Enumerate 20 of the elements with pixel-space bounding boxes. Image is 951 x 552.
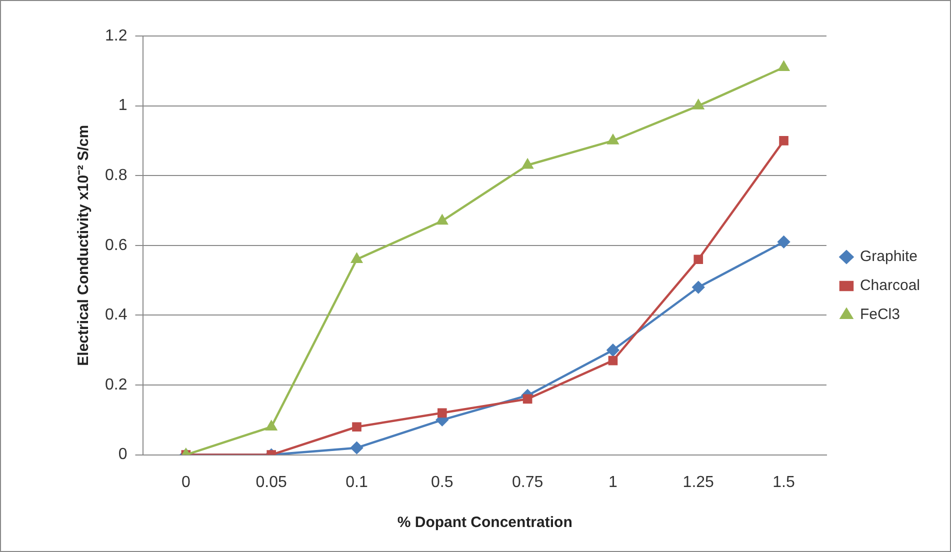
x-tick-label: 0 [181, 474, 190, 491]
x-tick-label: 1.5 [772, 474, 795, 491]
x-tick-label: 0.75 [512, 474, 544, 491]
y-tick-label: 1 [118, 97, 128, 114]
x-axis-title: % Dopant Concentration [397, 514, 572, 532]
y-tick-label: 1.2 [104, 27, 128, 44]
y-tick-label: 0.4 [104, 306, 128, 324]
y-axis-title: Electrical Conductivity x10⁻² S/cm [75, 124, 92, 366]
x-tick-label: 1 [608, 474, 618, 491]
y-tick-label: 0.2 [104, 376, 128, 394]
y-tick-label: 0 [118, 446, 128, 464]
x-tick-label: 0.5 [431, 474, 454, 491]
x-tick-label: 0.05 [256, 474, 288, 491]
y-tick-label: 0.6 [104, 236, 128, 254]
x-tick-label: 0.1 [346, 474, 368, 491]
y-tick-label: 0.8 [104, 167, 128, 184]
legend-label: FeCl3 [860, 306, 900, 324]
legend-label: Graphite [860, 248, 918, 266]
legend-label: Charcoal [860, 277, 920, 294]
x-tick-label: 1.25 [682, 474, 714, 491]
